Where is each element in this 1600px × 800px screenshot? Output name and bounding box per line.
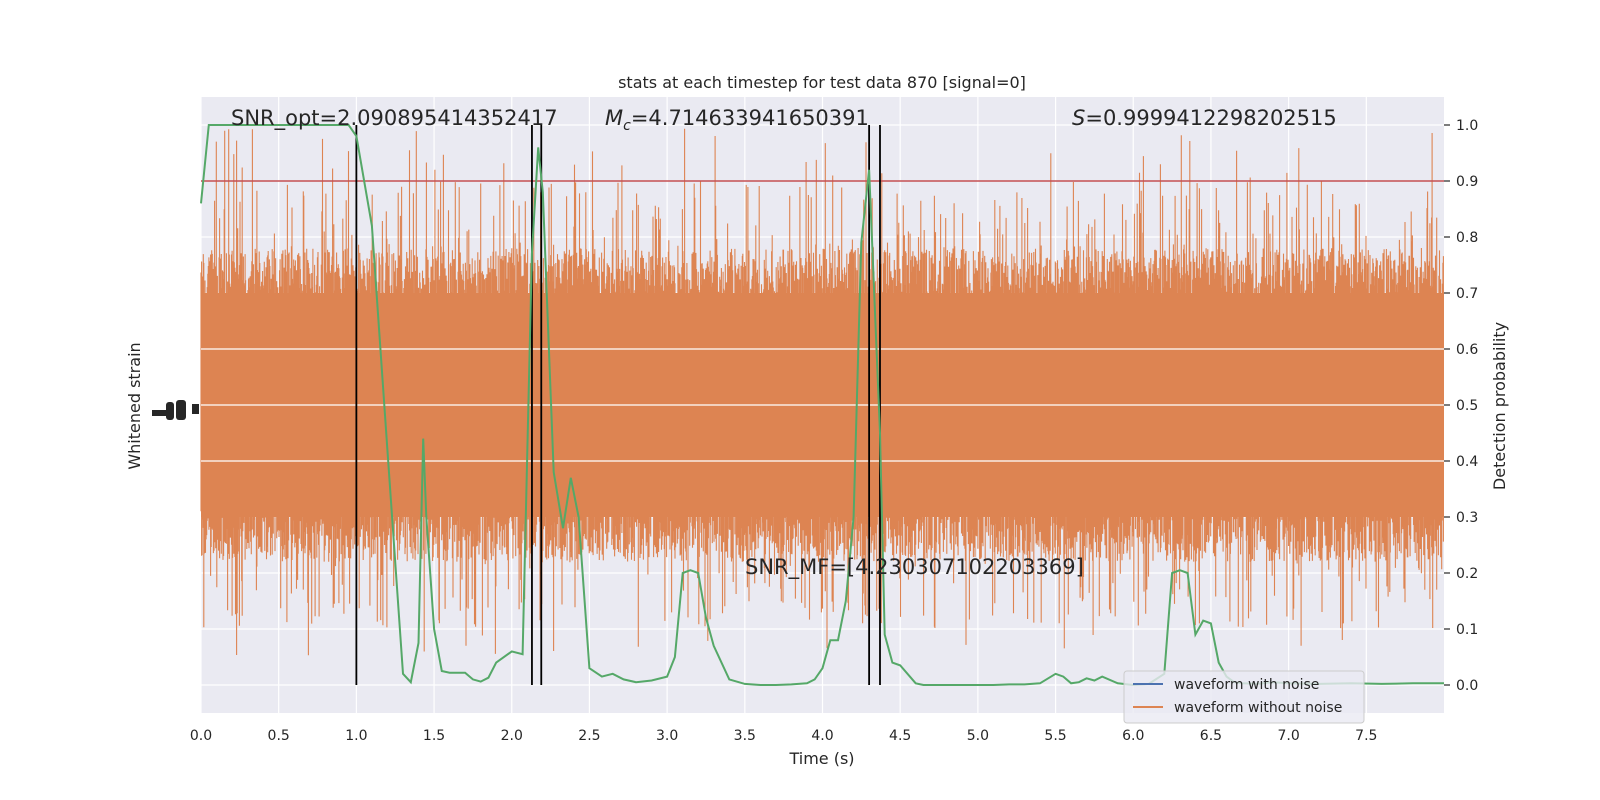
left-axis-ticks [152, 400, 199, 420]
x-tick-label: 5.5 [1044, 728, 1066, 744]
legend-label-without-noise: waveform without noise [1174, 700, 1342, 716]
chirp-mass-subscript: c [623, 118, 631, 134]
vertical-markers [355, 125, 881, 685]
x-tick-label: 5.0 [967, 728, 989, 744]
x-tick-label: 1.0 [345, 728, 367, 744]
x-tick-label: 1.5 [423, 728, 445, 744]
y-tick-label: 0.7 [1456, 286, 1478, 302]
chirp-mass-annotation: Mc=4.714633941650391 [605, 106, 869, 134]
x-tick-label: 4.0 [811, 728, 833, 744]
x-axis-ticks: 0.0 0.5 1.0 1.5 2.0 2.5 3.0 3.5 4.0 4.5 5.0 5.5 6.0 6… [190, 728, 1378, 744]
x-tick-label: 6.5 [1200, 728, 1222, 744]
y-tick-label: 0.5 [1456, 398, 1478, 414]
x-tick-label: 7.5 [1355, 728, 1377, 744]
y-tick-label: 0.2 [1456, 566, 1478, 582]
noise-waveform [200, 128, 1444, 656]
detection-probability-line [200, 124, 1444, 687]
chirp-mass-value: =4.714633941650391 [631, 106, 869, 130]
s-value: =0.9999412298202515 [1085, 106, 1336, 130]
x-tick-label: 6.0 [1122, 728, 1144, 744]
y-tick-label: 0.8 [1456, 230, 1478, 246]
x-tick-label: 4.5 [889, 728, 911, 744]
s-symbol: S [1072, 106, 1085, 130]
x-tick-label: 0.0 [190, 728, 212, 744]
x-tick-label: 0.5 [268, 728, 290, 744]
y-axis-label-left: Whitened strain [125, 342, 144, 469]
y-tick-label: 0.4 [1456, 454, 1478, 470]
y-axis-ticks-right: 0.0 0.1 0.2 0.3 0.4 0.5 0.6 0.7 0.8 0.9 1.0 [1444, 118, 1478, 694]
x-axis-label: Time (s) [788, 749, 854, 768]
s-annotation: S=0.9999412298202515 [1072, 106, 1337, 130]
y-tick-label: 0.6 [1456, 342, 1478, 358]
chirp-mass-symbol: M [605, 106, 623, 130]
probability-layer [200, 124, 1444, 687]
y-tick-label: 0.9 [1456, 174, 1478, 190]
x-tick-label: 3.5 [734, 728, 756, 744]
y-tick-label: 0.1 [1456, 622, 1478, 638]
x-tick-label: 3.0 [656, 728, 678, 744]
snr-opt-annotation: SNR_opt=2.090895414352417 [231, 106, 558, 131]
y-axis-label-right: Detection probability [1490, 322, 1509, 490]
x-tick-label: 2.0 [501, 728, 523, 744]
legend-box [1123, 670, 1365, 724]
y-tick-label: 0.3 [1456, 510, 1478, 526]
legend-label-with-noise: waveform with noise [1174, 677, 1319, 693]
x-tick-label: 2.5 [578, 728, 600, 744]
x-tick-label: 7.0 [1277, 728, 1299, 744]
snr-mf-annotation: SNR_MF=[4.230307102203369] [745, 555, 1084, 580]
legend: waveform with noise waveform without noi… [1123, 670, 1365, 724]
chart-title: stats at each timestep for test data 870… [618, 73, 1026, 92]
y-tick-label: 0.0 [1456, 678, 1478, 694]
y-tick-label: 1.0 [1456, 118, 1478, 134]
